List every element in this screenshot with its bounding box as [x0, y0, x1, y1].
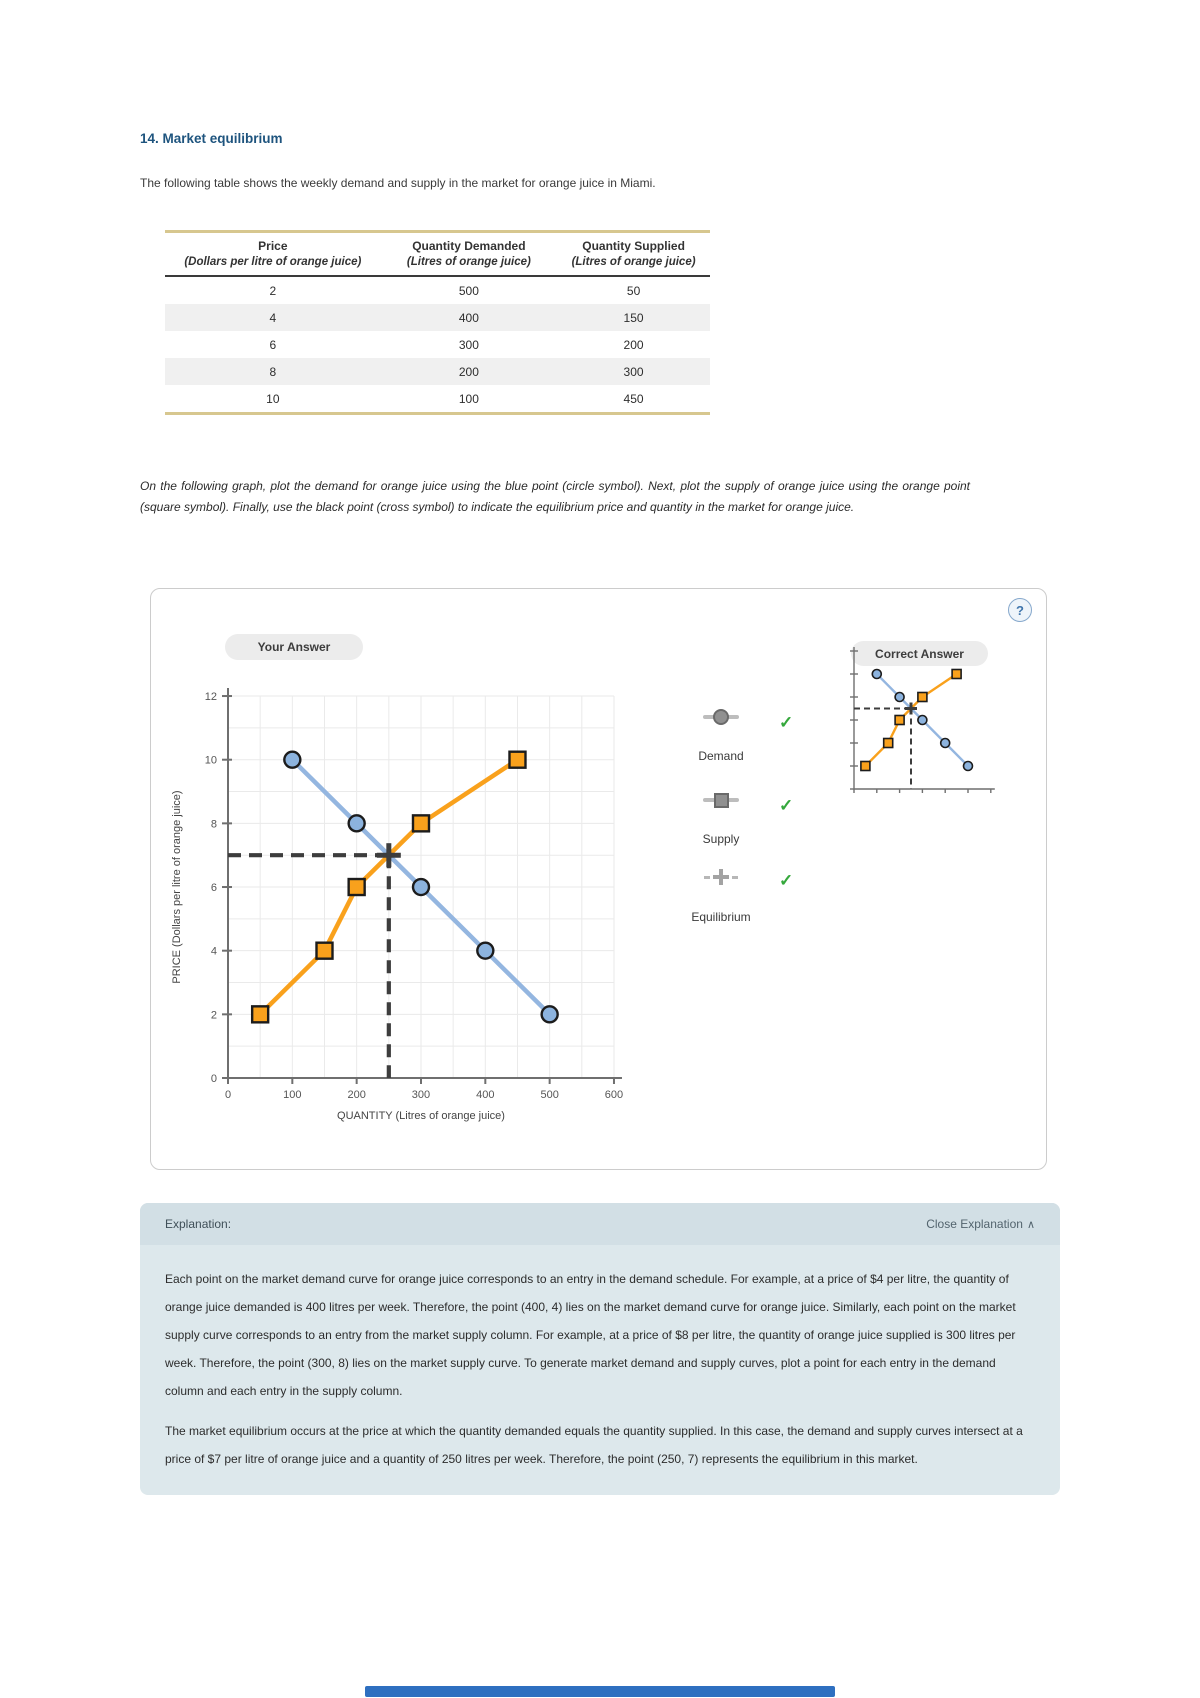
col-header-title: Price: [258, 239, 288, 253]
legend-item-equilibrium: ✓ Equilibrium: [641, 868, 811, 924]
chevron-up-icon: ∧: [1026, 1219, 1035, 1231]
schedule-table: Price (Dollars per litre of orange juice…: [165, 230, 710, 415]
equilibrium-point-icon[interactable]: [699, 868, 743, 886]
cross-marker-icon: [713, 869, 729, 885]
bottom-scroll-indicator: [365, 1686, 835, 1697]
legend-item-supply: ✓ Supply: [641, 790, 811, 846]
table-header-row: Price (Dollars per litre of orange juice…: [165, 231, 710, 277]
svg-text:8: 8: [211, 818, 217, 830]
circle-marker-icon: [713, 709, 729, 725]
table-cell: 150: [623, 310, 644, 325]
col-header-price: Price (Dollars per litre of orange juice…: [165, 231, 381, 277]
explanation-panel: Explanation: Close Explanation ∧ Each poi…: [140, 1203, 1060, 1495]
table-cell: 200: [623, 337, 644, 352]
correct-answer-mini-graph: [850, 647, 995, 793]
table-cell: 450: [623, 391, 644, 406]
col-header-title: Quantity Demanded: [412, 239, 526, 253]
table-cell: 2: [269, 283, 277, 298]
intro-text: The following table shows the weekly dem…: [140, 176, 656, 190]
explanation-paragraph: The market equilibrium occurs at the pri…: [165, 1424, 1023, 1466]
svg-text:300: 300: [412, 1089, 430, 1101]
svg-text:400: 400: [476, 1089, 494, 1101]
svg-text:2: 2: [211, 1009, 217, 1021]
close-explanation-label: Close Explanation: [926, 1217, 1023, 1231]
question-title: 14. Market equilibrium: [140, 131, 283, 146]
col-header-subtitle: (Litres of orange juice): [406, 256, 531, 268]
col-header-title: Quantity Supplied: [582, 239, 685, 253]
svg-text:4: 4: [211, 946, 217, 958]
graph-panel: Your Answer Correct Answer ? 0 100 200 300 4…: [150, 588, 1047, 1170]
graph-instructions: On the following graph, plot the demand …: [140, 479, 970, 514]
equilibrium-correct-check-icon: ✓: [779, 871, 794, 890]
svg-text:200: 200: [347, 1089, 365, 1101]
table-cell: 8: [269, 364, 277, 379]
svg-text:6: 6: [211, 882, 217, 894]
demand-point-icon[interactable]: [703, 709, 739, 725]
supply-point-icon[interactable]: [703, 792, 739, 808]
close-explanation-button[interactable]: Close Explanation ∧: [926, 1217, 1035, 1231]
square-marker-icon: [713, 792, 729, 808]
table-cell: 200: [458, 364, 479, 379]
svg-text:100: 100: [283, 1089, 301, 1101]
table-row: 2 500 50: [165, 276, 710, 304]
table-cell: 6: [269, 337, 277, 352]
your-answer-tab[interactable]: Your Answer: [225, 634, 363, 660]
explanation-header-bar: Explanation: Close Explanation ∧: [140, 1203, 1060, 1245]
svg-text:0: 0: [211, 1073, 217, 1085]
legend-label-demand: Demand: [698, 749, 744, 763]
legend-label-equilibrium: Equilibrium: [691, 910, 751, 924]
correct-answer-tab[interactable]: Correct Answer: [851, 641, 988, 666]
table-cell: 10: [266, 391, 280, 406]
table-cell: 100: [458, 391, 479, 406]
table-cell: 4: [269, 310, 277, 325]
legend-label-supply: Supply: [702, 832, 740, 846]
legend-item-demand: ✓ Demand: [641, 707, 811, 763]
svg-text:PRICE (Dollars per litre of or: PRICE (Dollars per litre of orange juice…: [171, 790, 183, 983]
explanation-header-label: Explanation:: [165, 1217, 232, 1231]
table-row: 10 100 450: [165, 385, 710, 414]
svg-text:500: 500: [540, 1089, 558, 1101]
svg-text:600: 600: [605, 1089, 623, 1101]
svg-text:0: 0: [225, 1089, 231, 1101]
table-row: 6 300 200: [165, 331, 710, 358]
table-cell: 500: [458, 283, 479, 298]
market-graph[interactable]: 0 100 200 300 400 500 600 0 2 4 6 8 10 12 QUANTITY (Li…: [166, 669, 671, 1139]
help-icon[interactable]: ?: [1008, 598, 1032, 622]
demand-correct-check-icon: ✓: [779, 713, 794, 732]
table-row: 4 400 150: [165, 304, 710, 331]
svg-text:10: 10: [205, 755, 217, 767]
table-cell: 400: [458, 310, 479, 325]
table-row: 8 200 300: [165, 358, 710, 385]
dash-icon: [704, 875, 710, 879]
table-cell: 50: [626, 283, 641, 298]
explanation-paragraph: Each point on the market demand curve fo…: [165, 1272, 1016, 1398]
svg-text:QUANTITY (Litres of orange jui: QUANTITY (Litres of orange juice): [337, 1110, 505, 1122]
explanation-body: Each point on the market demand curve fo…: [140, 1245, 1060, 1495]
svg-text:12: 12: [205, 691, 217, 703]
dash-icon: [732, 875, 738, 879]
table-cell: 300: [623, 364, 644, 379]
col-header-subtitle: (Dollars per litre of orange juice): [184, 256, 362, 268]
supply-correct-check-icon: ✓: [779, 796, 794, 815]
demand-supply-schedule: Price (Dollars per litre of orange juice…: [165, 230, 710, 415]
col-header-quantity-demanded: Quantity Demanded (Litres of orange juic…: [380, 231, 558, 277]
col-header-quantity-supplied: Quantity Supplied (Litres of orange juic…: [557, 231, 710, 277]
table-cell: 300: [458, 337, 479, 352]
col-header-subtitle: (Litres of orange juice): [571, 256, 696, 268]
